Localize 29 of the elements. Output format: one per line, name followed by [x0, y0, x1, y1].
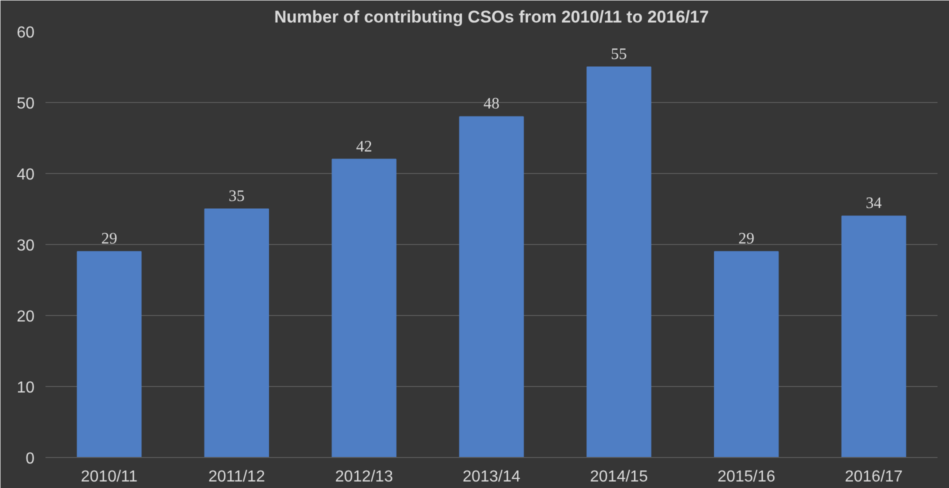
- y-tick-label: 30: [16, 238, 35, 254]
- bar: [459, 116, 524, 458]
- y-tick-label: 0: [26, 450, 35, 468]
- bar: [586, 66, 652, 458]
- x-tick-label: 2013/14: [462, 468, 521, 486]
- data-label: 42: [356, 138, 372, 156]
- data-label: 29: [101, 230, 118, 248]
- x-tick-label: 2016/17: [844, 468, 903, 486]
- bar: [76, 251, 142, 458]
- bar: [841, 216, 906, 458]
- y-tick-label: 20: [16, 308, 35, 326]
- x-tick-label: 2015/16: [717, 468, 776, 486]
- y-tick-label: 40: [16, 166, 35, 184]
- x-tick-label: 2012/13: [335, 468, 394, 486]
- x-tick-label: 2014/15: [590, 468, 648, 486]
- chart-title: Number of contributing CSOs from 2010/11 to 2016/17: [274, 8, 709, 26]
- y-tick-label: 10: [16, 380, 35, 396]
- y-tick-label: 50: [16, 96, 35, 112]
- data-label: 29: [738, 230, 754, 248]
- x-tick-label: 2010/11: [80, 468, 138, 486]
- data-label: 35: [228, 188, 245, 205]
- bar: [204, 208, 269, 458]
- data-label: 48: [484, 96, 500, 113]
- y-tick-label: 60: [16, 24, 35, 42]
- bar: [714, 251, 779, 458]
- data-label: 55: [610, 46, 627, 63]
- x-tick-label: 2011/12: [208, 468, 266, 486]
- data-label: 34: [866, 195, 882, 212]
- bar: [332, 158, 396, 458]
